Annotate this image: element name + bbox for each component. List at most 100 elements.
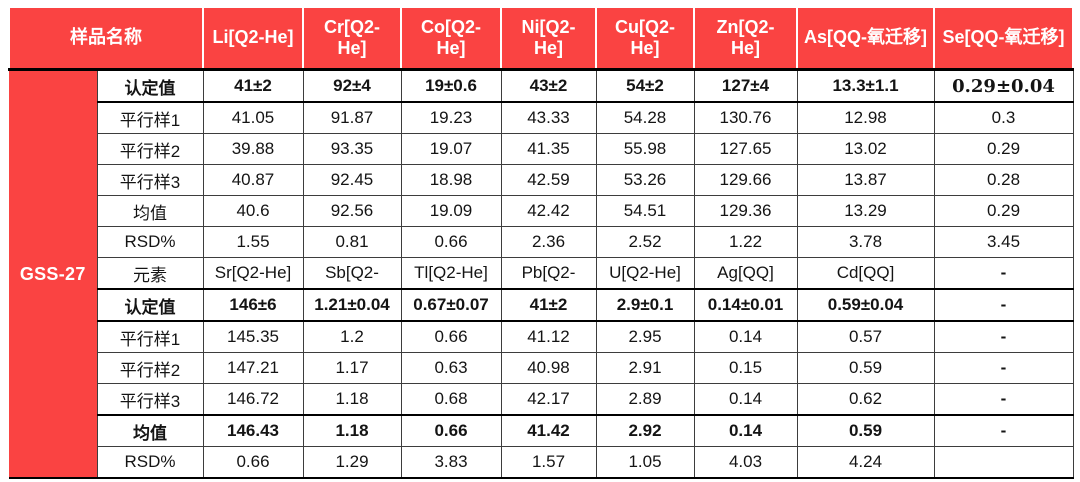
- value-cell: 1.05: [595, 446, 695, 479]
- sample-name-cell: GSS-27: [9, 69, 98, 479]
- value-cell: 18.98: [400, 164, 502, 196]
- header-row: 样品名称 Li[Q2-He] Cr[Q2- He] Co[Q2- He] Ni[Q2-…: [8, 8, 1074, 71]
- value-cell: 0.59±0.04: [796, 288, 935, 322]
- value-cell: 91.87: [302, 101, 402, 134]
- value-cell: 1.17: [302, 352, 402, 384]
- value-cell: 0.66: [400, 320, 502, 353]
- value-cell: 0.28: [933, 164, 1074, 196]
- value-cell: 3.83: [400, 446, 502, 479]
- value-cell: 13.3±1.1: [796, 69, 935, 103]
- value-cell: 4.24: [796, 446, 935, 479]
- value-cell: 43±2: [500, 69, 597, 103]
- value-cell: 54±2: [595, 69, 695, 103]
- table-row: 平行样2 147.21 1.17 0.63 40.98 2.91 0.15 0.59-: [9, 352, 1074, 384]
- value-cell: Cd[QQ]: [796, 257, 935, 290]
- value-cell: 42.17: [500, 383, 597, 416]
- value-cell: 2.92: [595, 414, 695, 447]
- table-row: 平行样1 41.05 91.87 19.23 43.33 54.28 130.76 12.98…: [9, 101, 1074, 134]
- table-row: GSS-27 认定值 41±2 92±4 19±0.6 43±2 54±2 127±4 13.3…: [9, 69, 1074, 479]
- value-cell: Tl[Q2-He]: [400, 257, 502, 290]
- value-cell: 41.35: [500, 133, 597, 165]
- value-cell: 2.91: [595, 352, 695, 384]
- value-cell: 41.05: [202, 101, 304, 134]
- value-cell: 12.98: [796, 101, 935, 134]
- row-label: 均值: [96, 195, 204, 227]
- column-header: Ni[Q2- He]: [500, 8, 597, 71]
- table-body: GSS-27 认定值 41±2 92±4 19±0.6 43±2 54±2 127±4 13.3…: [9, 69, 1074, 479]
- table-row: 认定值 146±6 1.21±0.04 0.67±0.07 41±2 2.9±0.1 0.1…: [9, 288, 1074, 322]
- value-cell: -: [933, 257, 1074, 290]
- row-label: 认定值: [96, 69, 204, 103]
- value-cell: 0.29: [933, 133, 1074, 165]
- row-label: 平行样3: [96, 383, 204, 416]
- value-cell: 53.26: [595, 164, 695, 196]
- value-cell: 0.66: [202, 446, 304, 479]
- table-row: 元素 Sr[Q2-He] Sb[Q2- Tl[Q2-He] Pb[Q2- U[Q2-He]…: [9, 257, 1074, 290]
- value-cell: 55.98: [595, 133, 695, 165]
- value-cell: 2.89: [595, 383, 695, 416]
- value-cell: 39.88: [202, 133, 304, 165]
- value-cell: 92.56: [302, 195, 402, 227]
- value-cell: 147.21: [202, 352, 304, 384]
- value-cell: Sr[Q2-He]: [202, 257, 304, 290]
- value-cell: 40.98: [500, 352, 597, 384]
- value-cell: 127±4: [693, 69, 798, 103]
- column-header: Co[Q2- He]: [400, 8, 502, 71]
- row-label: 平行样1: [96, 320, 204, 353]
- column-header: Cr[Q2- He]: [302, 8, 402, 71]
- value-cell: -: [933, 414, 1074, 447]
- sample-results-table: 样品名称 Li[Q2-He] Cr[Q2- He] Co[Q2- He] Ni[Q2-…: [8, 8, 1074, 479]
- row-label: 平行样2: [96, 133, 204, 165]
- row-label: RSD%: [96, 446, 204, 479]
- value-cell: 2.9±0.1: [595, 288, 695, 322]
- value-cell: Pb[Q2-: [500, 257, 597, 290]
- value-cell: 0.14±0.01: [693, 288, 798, 322]
- table-row: 平行样3 40.87 92.45 18.98 42.59 53.26 129.66 13.87…: [9, 164, 1074, 196]
- value-cell: 3.45: [933, 226, 1074, 258]
- value-cell: 0.29: [933, 195, 1074, 227]
- value-cell: 54.28: [595, 101, 695, 134]
- row-label: 均值: [96, 414, 204, 447]
- value-cell: 0.68: [400, 383, 502, 416]
- value-cell: 93.35: [302, 133, 402, 165]
- value-cell: [933, 446, 1074, 479]
- column-header: Zn[Q2- He]: [693, 8, 798, 71]
- value-cell: 145.35: [202, 320, 304, 353]
- value-cell: 2.95: [595, 320, 695, 353]
- table-row: 平行样3 146.72 1.18 0.68 42.17 2.89 0.14 0.62-: [9, 383, 1074, 416]
- value-cell: -: [933, 320, 1074, 353]
- value-cell: -: [933, 288, 1074, 322]
- row-label: 平行样2: [96, 352, 204, 384]
- value-cell: 146.43: [202, 414, 304, 447]
- value-cell: 19±0.6: [400, 69, 502, 103]
- value-cell: 40.6: [202, 195, 304, 227]
- value-cell: 19.09: [400, 195, 502, 227]
- row-label: 元素: [96, 257, 204, 290]
- value-cell: 42.59: [500, 164, 597, 196]
- value-cell: 2.52: [595, 226, 695, 258]
- value-cell: 3.78: [796, 226, 935, 258]
- value-cell: 0.66: [400, 226, 502, 258]
- value-cell: 41±2: [202, 69, 304, 103]
- value-cell: 92.45: [302, 164, 402, 196]
- value-cell: 13.87: [796, 164, 935, 196]
- value-cell: -: [933, 383, 1074, 416]
- value-cell: 2.36: [500, 226, 597, 258]
- table-row: 平行样1 145.35 1.2 0.66 41.12 2.95 0.14 0.57-: [9, 320, 1074, 353]
- value-cell: 146.72: [202, 383, 304, 416]
- value-cell: 54.51: [595, 195, 695, 227]
- value-cell: 1.57: [500, 446, 597, 479]
- value-cell: 129.36: [693, 195, 798, 227]
- value-cell: 0.63: [400, 352, 502, 384]
- value-cell: 19.07: [400, 133, 502, 165]
- value-cell: 0.14: [693, 383, 798, 416]
- column-header: Se[QQ-氧迁移]: [933, 8, 1074, 71]
- value-cell: 0.14: [693, 320, 798, 353]
- row-label: RSD%: [96, 226, 204, 258]
- table-row: RSD% 0.66 1.29 3.83 1.57 1.05 4.03 4.24: [9, 446, 1074, 479]
- value-cell: 129.66: [693, 164, 798, 196]
- value-cell: 13.02: [796, 133, 935, 165]
- value-cell: 41.12: [500, 320, 597, 353]
- value-cell: 1.18: [302, 383, 402, 416]
